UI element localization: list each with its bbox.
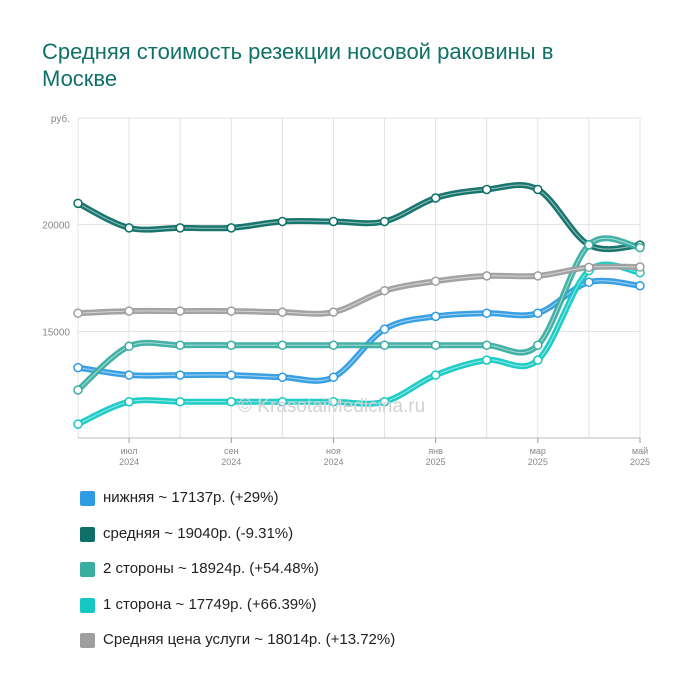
chart-title: Средняя стоимость резекции носовой раков… <box>42 39 554 91</box>
series-line-highlight <box>77 237 641 391</box>
legend-swatch <box>80 597 95 613</box>
x-tick-label-month: сен <box>224 446 239 456</box>
legend-item-low[interactable]: нижняя ~ 17137р. (+29%) <box>80 486 395 522</box>
data-point <box>430 340 441 350</box>
data-point <box>73 419 83 429</box>
data-point <box>73 308 83 318</box>
data-point <box>277 340 288 350</box>
data-point <box>73 385 83 395</box>
data-point <box>328 340 339 350</box>
series-line-highlight <box>77 184 641 250</box>
x-tick-label-year: 2024 <box>323 457 343 467</box>
data-point <box>430 276 441 286</box>
chart-points <box>73 184 645 429</box>
data-point <box>175 306 185 316</box>
series-line <box>75 182 643 253</box>
x-tick-label-year: 2025 <box>528 457 548 467</box>
data-point <box>328 396 339 407</box>
data-point <box>328 307 339 317</box>
y-tick-label: 20000 <box>42 221 70 232</box>
legend-label: Средняя цена услуги ~ 18014р. (+13.72%) <box>103 631 396 648</box>
x-tick-label-month: июл <box>121 446 138 456</box>
data-point <box>175 223 185 233</box>
legend-swatch <box>80 633 95 648</box>
line-chart: 1500020000руб.июл2024сен2024ноя2024янв20… <box>42 113 650 467</box>
data-point <box>481 340 492 350</box>
data-point <box>124 306 134 316</box>
data-point <box>533 355 543 365</box>
data-point <box>379 340 390 350</box>
data-point <box>533 340 543 350</box>
data-point <box>175 370 185 380</box>
data-point <box>481 355 492 365</box>
data-point <box>533 184 543 195</box>
data-point <box>226 306 237 316</box>
chart-axes: 1500020000руб.июл2024сен2024ноя2024янв20… <box>42 113 650 467</box>
data-point <box>277 396 288 407</box>
x-tick-label-month: мар <box>530 446 546 456</box>
chart-grid <box>77 117 641 438</box>
data-point <box>584 240 594 250</box>
data-point <box>175 340 185 350</box>
legend-item-average-price[interactable]: Средняя цена услуги ~ 18014р. (+13.72%) <box>80 628 395 664</box>
x-tick-label-year: 2024 <box>221 457 241 467</box>
legend-label: средняя ~ 19040р. (-9.31%) <box>103 524 294 542</box>
x-tick-label-year: 2025 <box>630 457 650 467</box>
data-point <box>226 223 237 233</box>
legend-label: 2 стороны ~ 18924р. (+54.48%) <box>103 560 319 577</box>
legend-swatch <box>80 562 95 577</box>
legend-label: нижняя ~ 17137р. (+29%) <box>103 489 279 506</box>
data-point <box>584 262 594 273</box>
data-point <box>430 311 441 322</box>
data-point <box>584 277 594 288</box>
data-point <box>277 307 288 317</box>
data-point <box>73 198 83 209</box>
data-point <box>635 280 645 291</box>
data-point <box>481 271 492 281</box>
data-point <box>481 308 492 318</box>
data-point <box>124 223 134 233</box>
watermark: © KrasotaiMedicina.ru <box>238 396 426 417</box>
data-point <box>124 396 134 407</box>
data-point <box>124 341 134 352</box>
data-point <box>226 340 237 350</box>
data-point <box>328 216 339 227</box>
data-point <box>430 370 441 380</box>
data-point <box>379 286 390 296</box>
legend-swatch <box>80 491 95 506</box>
data-point <box>277 216 288 227</box>
chart-series <box>75 182 643 428</box>
legend-item-two-sides[interactable]: 2 стороны ~ 18924р. (+54.48%) <box>80 557 395 593</box>
legend-swatch <box>80 526 95 542</box>
data-point <box>481 184 492 195</box>
x-tick-label-month: май <box>632 446 648 456</box>
data-point <box>379 396 390 407</box>
data-point <box>533 271 543 281</box>
y-axis-unit-label: руб. <box>51 113 70 125</box>
data-point <box>277 372 288 382</box>
data-point <box>226 370 237 380</box>
data-point <box>175 396 185 407</box>
data-point <box>226 396 237 407</box>
data-point <box>635 242 645 253</box>
x-tick-label-year: 2024 <box>119 457 139 467</box>
data-point <box>533 308 543 318</box>
legend-label: 1 сторона ~ 17749р. (+66.39%) <box>103 595 317 613</box>
x-tick-label-month: янв <box>428 446 443 456</box>
data-point <box>430 193 441 203</box>
y-tick-label: 15000 <box>42 327 70 338</box>
legend-item-middle[interactable]: средняя ~ 19040р. (-9.31%) <box>80 522 395 558</box>
data-point <box>379 216 390 227</box>
x-tick-label-month: ноя <box>326 446 341 456</box>
data-point <box>379 324 390 334</box>
x-tick-label-year: 2025 <box>426 457 446 467</box>
data-point <box>73 362 83 373</box>
chart-legend: нижняя ~ 17137р. (+29%) средняя ~ 19040р… <box>80 486 395 664</box>
data-point <box>328 372 339 382</box>
data-point <box>124 370 134 380</box>
legend-item-one-side[interactable]: 1 сторона ~ 17749р. (+66.39%) <box>80 593 395 629</box>
data-point <box>635 262 645 272</box>
